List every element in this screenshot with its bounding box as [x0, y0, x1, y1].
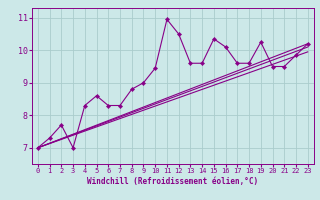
X-axis label: Windchill (Refroidissement éolien,°C): Windchill (Refroidissement éolien,°C)	[87, 177, 258, 186]
